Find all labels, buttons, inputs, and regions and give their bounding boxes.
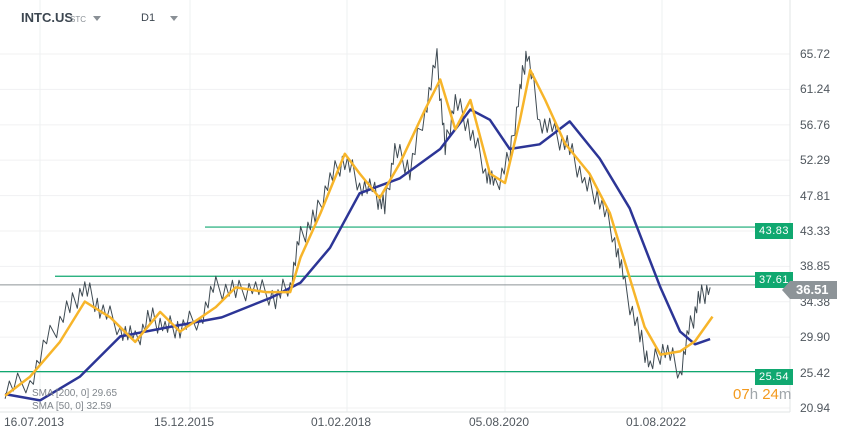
x-tick-label: 15.12.2015 — [154, 415, 215, 429]
y-tick-label: 43.33 — [800, 224, 831, 238]
candle-timer: 07h 24m — [733, 386, 791, 403]
y-tick-label: 52.29 — [800, 153, 831, 168]
x-tick-label: 05.08.2020 — [469, 415, 530, 429]
legend-sma50[interactable]: SMA [50, 0] 32.59 — [32, 401, 112, 412]
timeframe-dropdown-icon[interactable] — [170, 16, 178, 21]
y-tick-label: 29.90 — [800, 330, 831, 345]
x-tick-label: 01.08.2022 — [626, 415, 687, 429]
level-tag-25-54[interactable]: 25.54 — [755, 369, 794, 385]
y-tick-label: 61.24 — [800, 82, 831, 97]
current-price-tag: 36.51 — [782, 281, 837, 299]
sma50-line — [4, 68, 714, 397]
level-tag-43-83[interactable]: 43.83 — [755, 223, 794, 239]
y-tick-label: 25.42 — [800, 365, 831, 380]
legend-sma200[interactable]: SMA [200, 0] 29.65 — [32, 388, 118, 399]
x-tick-label: 01.02.2018 — [311, 415, 372, 429]
y-tick-label: 47.81 — [800, 188, 831, 203]
y-tick-label: 65.72 — [800, 47, 831, 61]
symbol-dropdown-icon[interactable] — [93, 16, 101, 21]
y-tick-label: 56.76 — [800, 117, 831, 132]
timer-minutes: 24 — [762, 386, 779, 403]
instrument-type: STC — [70, 15, 86, 24]
y-tick-label: 20.94 — [800, 401, 831, 415]
timer-m: m — [778, 386, 792, 403]
symbol-label[interactable]: INTC.US — [21, 10, 73, 25]
timeframe-label[interactable]: D1 — [141, 12, 156, 24]
timer-hours: 07 — [733, 386, 750, 403]
sma200-line — [4, 108, 711, 402]
timer-h: h — [749, 386, 759, 403]
x-tick-label: 16.07.2013 — [4, 415, 65, 429]
y-tick-label: 38.85 — [800, 259, 831, 274]
